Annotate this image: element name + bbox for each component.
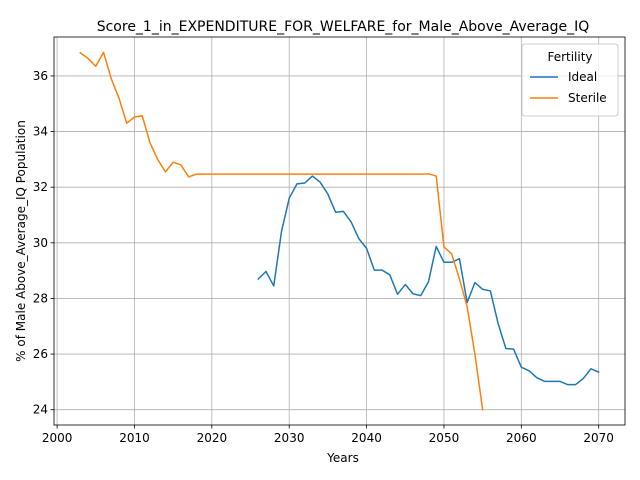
chart-title: Score_1_in_EXPENDITURE_FOR_WELFARE_for_M…: [97, 19, 590, 35]
x-axis-label: Years: [326, 451, 359, 465]
y-tick-label: 28: [33, 291, 48, 305]
x-tick-label: 2010: [119, 431, 150, 445]
x-tick-label: 2000: [42, 431, 73, 445]
x-tick-label: 2020: [197, 431, 228, 445]
y-tick-label: 36: [33, 69, 48, 83]
y-tick-label: 24: [33, 403, 48, 417]
legend: Fertility Ideal Sterile: [521, 43, 619, 117]
plot-frame: [53, 36, 626, 426]
x-tick-label: 2070: [583, 431, 614, 445]
legend-label-sterile: Sterile: [568, 91, 607, 105]
x-tick-label: 2060: [506, 431, 537, 445]
legend-title: Fertility: [547, 50, 592, 64]
y-tick-label: 34: [33, 125, 48, 139]
x-tick-label: 2030: [274, 431, 305, 445]
y-tick-label: 26: [33, 347, 48, 361]
x-tick-label: 2040: [351, 431, 382, 445]
series-line-ideal: [257, 175, 600, 386]
y-axis-label: % of Male Above_Average_IQ Population: [14, 120, 28, 362]
series-line-sterile: [79, 51, 484, 411]
x-tick-label: 2050: [429, 431, 460, 445]
y-axis: 24 26 28 30 32 34 36: [33, 69, 54, 417]
y-tick-label: 32: [33, 180, 48, 194]
y-tick-label: 30: [33, 236, 48, 250]
series-group: [79, 51, 600, 411]
x-axis: 2000 2010 2020 2030 2040 2050 2060 2070: [42, 425, 614, 445]
legend-label-ideal: Ideal: [568, 70, 597, 84]
